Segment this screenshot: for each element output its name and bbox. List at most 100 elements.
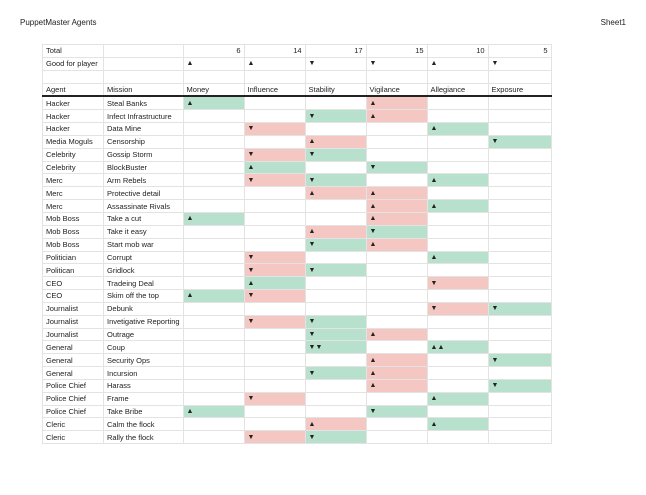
total-value[interactable]: 6 (182, 44, 245, 58)
effect-cell[interactable] (304, 160, 367, 175)
effect-cell[interactable] (243, 404, 306, 419)
effect-cell[interactable] (365, 173, 428, 188)
effect-cell[interactable] (426, 404, 489, 419)
agent-cell[interactable]: Celebrity (42, 160, 104, 175)
effect-cell[interactable]: ▲ (365, 237, 428, 252)
agent-cell[interactable]: Mob Boss (42, 224, 104, 239)
cell[interactable] (103, 44, 184, 58)
effect-cell[interactable] (487, 391, 552, 406)
effect-cell[interactable]: ▼ (243, 147, 306, 162)
empty-cell[interactable] (182, 69, 245, 84)
effect-cell[interactable]: ▲ (426, 199, 489, 213)
effect-cell[interactable]: ▼ (243, 314, 306, 329)
mission-cell[interactable]: Skim off the top (103, 289, 184, 303)
effect-cell[interactable] (487, 404, 552, 419)
effect-cell[interactable] (243, 353, 306, 368)
agent-cell[interactable]: Police Chief (42, 378, 104, 393)
mission-cell[interactable]: Steal Banks (103, 95, 184, 111)
effect-cell[interactable] (365, 134, 428, 149)
effect-cell[interactable]: ▲ (365, 378, 428, 393)
effect-cell[interactable] (426, 327, 489, 342)
mission-cell[interactable]: Gridlock (103, 263, 184, 278)
good-direction[interactable]: ▲ (182, 56, 245, 71)
effect-cell[interactable]: ▼ (487, 301, 552, 316)
effect-cell[interactable] (365, 417, 428, 432)
effect-cell[interactable]: ▼ (243, 122, 306, 136)
effect-cell[interactable] (243, 417, 306, 432)
effect-cell[interactable]: ▼ (487, 353, 552, 368)
effect-cell[interactable] (365, 314, 428, 329)
effect-cell[interactable]: ▼ (304, 314, 367, 329)
effect-cell[interactable] (304, 276, 367, 291)
effect-cell[interactable]: ▲ (182, 95, 245, 111)
empty-cell[interactable] (487, 69, 552, 84)
effect-cell[interactable] (426, 134, 489, 149)
agent-cell[interactable]: CEO (42, 289, 104, 303)
effect-cell[interactable] (426, 224, 489, 239)
effect-cell[interactable]: ▲ (365, 211, 428, 226)
effect-cell[interactable] (487, 276, 552, 291)
column-header[interactable]: Stability (304, 82, 367, 98)
effect-cell[interactable] (487, 173, 552, 188)
mission-cell[interactable]: Corrupt (103, 250, 184, 265)
agent-cell[interactable]: Cleric (42, 430, 104, 445)
effect-cell[interactable] (304, 250, 367, 265)
empty-cell[interactable] (304, 69, 367, 84)
agent-cell[interactable]: Merc (42, 186, 104, 201)
agent-cell[interactable]: Journalist (42, 327, 104, 342)
cell[interactable] (103, 56, 184, 71)
effect-cell[interactable] (182, 147, 245, 162)
empty-cell[interactable] (42, 69, 104, 84)
empty-cell[interactable] (103, 69, 184, 84)
effect-cell[interactable] (487, 211, 552, 226)
mission-cell[interactable]: BlockBuster (103, 160, 184, 175)
effect-cell[interactable] (182, 378, 245, 393)
effect-cell[interactable] (487, 109, 552, 124)
column-header[interactable]: Vigilance (365, 82, 428, 98)
effect-cell[interactable] (487, 224, 552, 239)
effect-cell[interactable] (243, 224, 306, 239)
effect-cell[interactable] (487, 160, 552, 175)
effect-cell[interactable]: ▼ (304, 147, 367, 162)
mission-cell[interactable]: Data Mine (103, 122, 184, 136)
effect-cell[interactable]: ▲ (243, 276, 306, 291)
effect-cell[interactable]: ▼ (426, 276, 489, 291)
mission-cell[interactable]: Start mob war (103, 237, 184, 252)
total-value[interactable]: 15 (365, 44, 428, 58)
effect-cell[interactable] (487, 237, 552, 252)
total-value[interactable]: 10 (426, 44, 489, 58)
effect-cell[interactable] (487, 250, 552, 265)
effect-cell[interactable] (487, 199, 552, 213)
effect-cell[interactable] (426, 263, 489, 278)
effect-cell[interactable] (487, 366, 552, 380)
effect-cell[interactable]: ▲ (426, 417, 489, 432)
effect-cell[interactable] (304, 378, 367, 393)
mission-cell[interactable]: Invetigative Reporting (103, 314, 184, 329)
effect-cell[interactable] (426, 95, 489, 111)
effect-cell[interactable]: ▼ (243, 263, 306, 278)
effect-cell[interactable] (182, 237, 245, 252)
effect-cell[interactable] (365, 147, 428, 162)
mission-cell[interactable]: Take a cut (103, 211, 184, 226)
effect-cell[interactable] (182, 430, 245, 445)
effect-cell[interactable] (304, 353, 367, 368)
effect-cell[interactable] (243, 340, 306, 355)
effect-cell[interactable]: ▼ (365, 160, 428, 175)
empty-cell[interactable] (365, 69, 428, 84)
effect-cell[interactable] (304, 211, 367, 226)
mission-cell[interactable]: Incursion (103, 366, 184, 380)
effect-cell[interactable]: ▼ (487, 134, 552, 149)
effect-cell[interactable] (426, 147, 489, 162)
effect-cell[interactable] (426, 160, 489, 175)
effect-cell[interactable] (426, 186, 489, 201)
good-direction[interactable]: ▲ (243, 56, 306, 71)
effect-cell[interactable]: ▼ (365, 224, 428, 239)
effect-cell[interactable]: ▼ (243, 391, 306, 406)
good-label[interactable]: Good for player (42, 56, 104, 71)
mission-cell[interactable]: Frame (103, 391, 184, 406)
effect-cell[interactable] (182, 327, 245, 342)
effect-cell[interactable]: ▲ (426, 173, 489, 188)
effect-cell[interactable] (182, 276, 245, 291)
effect-cell[interactable] (426, 430, 489, 445)
effect-cell[interactable] (487, 95, 552, 111)
